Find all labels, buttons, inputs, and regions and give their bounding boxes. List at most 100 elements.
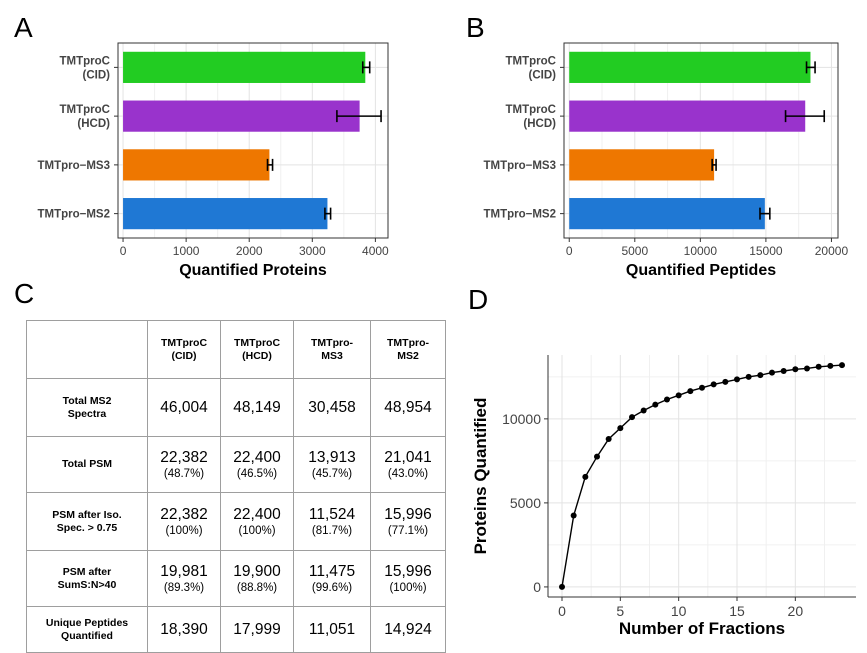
data-point bbox=[745, 373, 752, 380]
chart-quantified-proteins: 0 1000 2000 3000 4000 TMTproC (CID) TMTproC (HCD… bbox=[37, 42, 389, 279]
table-cell: 48,954 bbox=[370, 378, 446, 437]
table-cell: 22,382 (100%) bbox=[147, 492, 221, 551]
category-label: TMTpro−MS2 bbox=[483, 209, 556, 221]
bar bbox=[123, 100, 360, 132]
cell-percent: (43.0%) bbox=[387, 467, 429, 480]
y-tick-label: 5000 bbox=[510, 495, 541, 511]
data-point bbox=[769, 369, 775, 376]
data-point bbox=[699, 384, 705, 391]
psm-summary-table: TMTproC (CID) TMTproC (HCD) TMTpro- MS3 TMTpro… bbox=[26, 320, 446, 653]
row-header-line: SumS:N>40 bbox=[57, 578, 117, 591]
cell-percent: (100%) bbox=[238, 524, 276, 537]
data-point bbox=[757, 372, 764, 379]
category-label: (HCD) bbox=[523, 118, 556, 130]
data-point bbox=[780, 367, 787, 374]
table-corner bbox=[26, 320, 148, 379]
column-header-line: (HCD) bbox=[242, 349, 272, 362]
column-header: TMTproC (HCD) bbox=[220, 320, 294, 379]
data-point bbox=[617, 425, 624, 432]
bar bbox=[569, 149, 715, 181]
data-point bbox=[804, 365, 810, 372]
x-tick-label: 0 bbox=[558, 603, 566, 619]
category-label: (CID) bbox=[529, 69, 557, 81]
chart-proteins-vs-fractions: 0 5 10 15 20 0 5000 10000 Number of Fractions Pro… bbox=[471, 355, 856, 638]
row-header: PSM after SumS:N>40 bbox=[26, 550, 148, 607]
cell-value: 48,954 bbox=[384, 398, 432, 416]
category-label: TMTpro−MS3 bbox=[483, 160, 556, 172]
x-axis-title: Number of Fractions bbox=[619, 619, 785, 638]
y-tick-label: 10000 bbox=[502, 411, 541, 427]
bar bbox=[123, 51, 366, 83]
data-point bbox=[839, 362, 845, 369]
x-tick-label: 20000 bbox=[815, 244, 849, 258]
x-tick-label: 0 bbox=[566, 244, 573, 258]
table-row: Total MS2 Spectra 46,004 48,149 30,458 48,954 bbox=[26, 378, 446, 437]
table-cell: 22,382 (48.7%) bbox=[147, 436, 221, 493]
cell-value: 15,996 bbox=[384, 505, 432, 523]
y-axis-title: Proteins Quantified bbox=[471, 398, 490, 555]
table-cell: 22,400 (46.5%) bbox=[220, 436, 294, 493]
cell-percent: (48.7%) bbox=[163, 467, 205, 480]
plot-area bbox=[548, 355, 856, 597]
category-label: (HCD) bbox=[77, 118, 110, 130]
data-point bbox=[594, 453, 600, 460]
column-header: TMTpro- MS3 bbox=[293, 320, 371, 379]
cell-value: 19,900 bbox=[233, 562, 281, 580]
x-tick-label: 15 bbox=[729, 603, 745, 619]
row-header-line: Total PSM bbox=[62, 458, 112, 470]
table-row: Unique Peptides Quantified 18,390 17,999 11,… bbox=[26, 606, 446, 653]
bar bbox=[569, 51, 811, 83]
x-tick-label: 4000 bbox=[362, 244, 389, 258]
cell-value: 22,382 bbox=[160, 505, 208, 523]
table-row: Total PSM 22,382 (48.7%) 22,400 (46.5%) 13,91… bbox=[26, 436, 446, 493]
column-header-line: TMTpro- bbox=[311, 336, 353, 349]
cell-value: 21,041 bbox=[384, 448, 432, 466]
cell-value: 11,051 bbox=[308, 620, 356, 638]
cell-percent: (46.5%) bbox=[236, 467, 278, 480]
x-tick-label: 0 bbox=[120, 244, 127, 258]
data-point bbox=[605, 436, 612, 443]
bar bbox=[123, 198, 328, 230]
cell-value: 11,475 bbox=[308, 562, 356, 580]
plot-border bbox=[563, 42, 839, 239]
x-axis-title: Quantified Peptides bbox=[626, 262, 776, 279]
data-point bbox=[629, 414, 635, 421]
table-cell: 19,981 (89.3%) bbox=[147, 550, 221, 607]
row-header-line: Spec. > 0.75 bbox=[56, 521, 118, 534]
category-label: TMTproC bbox=[506, 104, 556, 116]
row-header-line: Quantified bbox=[61, 629, 113, 642]
data-point bbox=[734, 376, 740, 383]
cell-value: 22,400 bbox=[233, 505, 281, 523]
row-header: Total PSM bbox=[26, 436, 148, 493]
cell-value: 46,004 bbox=[160, 398, 208, 416]
table-cell: 11,051 bbox=[293, 606, 371, 653]
y-tick-label: 0 bbox=[533, 579, 541, 595]
data-point bbox=[664, 396, 670, 403]
x-axis-title: Quantified Proteins bbox=[179, 262, 327, 279]
x-tick-label: 10000 bbox=[684, 244, 718, 258]
cell-value: 48,149 bbox=[233, 398, 281, 416]
row-header-line: Total MS2 bbox=[62, 394, 112, 407]
row-header: PSM after Iso. Spec. > 0.75 bbox=[26, 492, 148, 551]
table-cell: 11,475 (99.6%) bbox=[293, 550, 371, 607]
category-label: TMTpro−MS3 bbox=[37, 160, 110, 172]
row-header: Unique Peptides Quantified bbox=[26, 606, 148, 653]
panel-letter-d: D bbox=[468, 284, 489, 315]
cell-value: 11,524 bbox=[308, 505, 356, 523]
row-header-line: PSM after bbox=[62, 565, 112, 578]
table-cell: 30,458 bbox=[293, 378, 371, 437]
column-header-line: (CID) bbox=[171, 349, 197, 362]
category-label: TMTproC bbox=[60, 104, 110, 116]
panel-letter-a: A bbox=[14, 12, 33, 43]
category-label: TMTproC bbox=[60, 55, 110, 67]
cell-value: 18,390 bbox=[160, 620, 208, 638]
column-header-line: TMTpro- bbox=[387, 336, 429, 349]
x-tick-label: 2000 bbox=[236, 244, 263, 258]
cell-percent: (99.6%) bbox=[311, 581, 353, 594]
row-header-line: PSM after Iso. bbox=[52, 508, 122, 521]
column-header: TMTproC (CID) bbox=[147, 320, 221, 379]
cell-value: 30,458 bbox=[308, 398, 356, 416]
cell-value: 15,996 bbox=[384, 562, 432, 580]
panel-letter-b: B bbox=[466, 12, 485, 43]
column-header-line: TMTproC bbox=[160, 336, 208, 349]
